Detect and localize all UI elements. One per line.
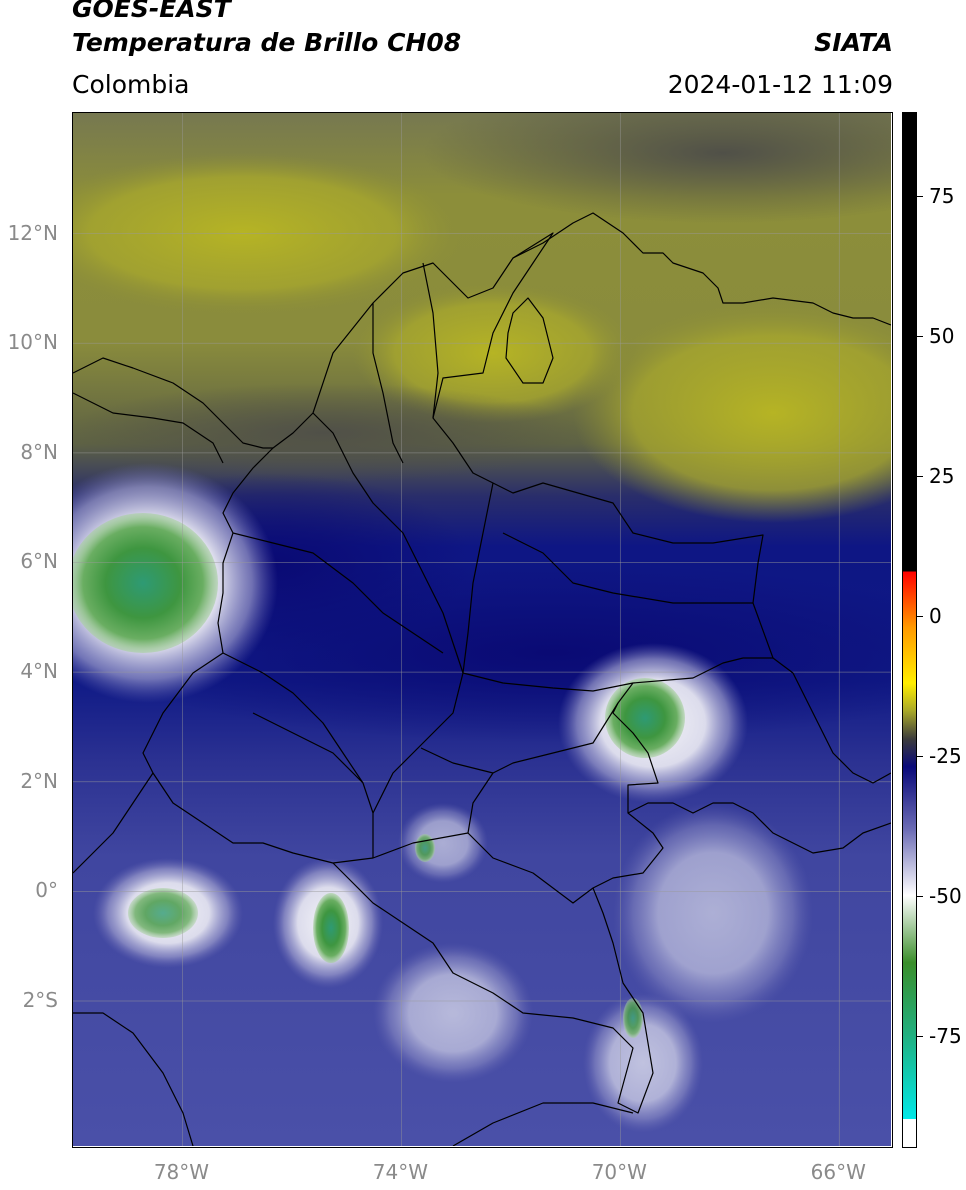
colorbar-tick-mark bbox=[917, 896, 923, 897]
satellite-name: GOES-EAST bbox=[72, 0, 231, 23]
venezuela-coast bbox=[512, 212, 891, 326]
map-gridlines bbox=[73, 113, 891, 1146]
colorbar-tick-label: -50 bbox=[929, 884, 962, 908]
lake-maracaibo bbox=[505, 297, 554, 384]
latitude-label: 8°N bbox=[20, 439, 58, 464]
colorbar-tick-label: -25 bbox=[929, 744, 962, 768]
ecuador-border bbox=[73, 772, 154, 874]
boundaries bbox=[73, 212, 891, 1146]
colorbar-tick-mark bbox=[917, 476, 923, 477]
far-south-cloud-core bbox=[623, 998, 643, 1038]
ecuador-peru-border bbox=[332, 862, 654, 1114]
longitude-label: 70°W bbox=[591, 1160, 647, 1184]
longitude-label: 78°W bbox=[153, 1160, 210, 1184]
internal-boundary-b bbox=[372, 303, 404, 464]
longitude-label: 74°W bbox=[372, 1160, 429, 1184]
internal-boundary-e bbox=[222, 652, 374, 858]
cold-cloud-regions bbox=[73, 463, 813, 1133]
south-cloud-halo bbox=[373, 943, 533, 1083]
gray-band-north bbox=[423, 113, 891, 223]
colorbar-tick-mark bbox=[917, 1036, 923, 1037]
internal-boundary-h bbox=[467, 702, 619, 834]
peru-south-border bbox=[452, 1102, 634, 1146]
colorbar-tick-label: 25 bbox=[929, 464, 955, 488]
colorbar-tick-mark bbox=[917, 756, 923, 757]
latitude-label: 0° bbox=[35, 878, 58, 903]
southeast-cloud-halo bbox=[613, 803, 813, 1023]
colorbar-tick-mark bbox=[917, 616, 923, 617]
brazil-border-east bbox=[627, 802, 891, 854]
colorbar-tick-label: -75 bbox=[929, 1024, 962, 1048]
panama-coast bbox=[73, 357, 273, 449]
internal-boundary-j bbox=[252, 712, 364, 784]
organization-label: SIATA bbox=[814, 28, 893, 57]
gray-band-mid bbox=[73, 383, 583, 483]
colorbar-tick-label: 0 bbox=[929, 604, 942, 628]
mid-cloud-halo bbox=[398, 803, 488, 883]
latitude-label: 10°N bbox=[7, 330, 58, 355]
internal-boundary-i bbox=[420, 747, 494, 774]
internal-boundary-a bbox=[312, 412, 464, 674]
venezuela-east-border bbox=[772, 657, 891, 784]
colorbar-tick-mark bbox=[917, 196, 923, 197]
longitude-label: 66°W bbox=[810, 1160, 866, 1184]
latitude-label: 2°N bbox=[20, 768, 58, 793]
product-title: Temperatura de Brillo CH08 bbox=[72, 28, 462, 57]
dry-region-northeast bbox=[573, 303, 891, 523]
region-label: Colombia bbox=[72, 70, 190, 99]
dry-region-north bbox=[73, 153, 463, 313]
latitude-label: 6°N bbox=[20, 549, 58, 574]
colorbar-tick-label: 75 bbox=[929, 184, 955, 208]
pacific-cloud-core bbox=[73, 513, 218, 653]
timestamp-label: 2024-01-12 11:09 bbox=[667, 70, 893, 99]
internal-boundary-k bbox=[502, 532, 753, 604]
colorbar-tick-label: 50 bbox=[929, 324, 955, 348]
colorbar bbox=[902, 112, 917, 1148]
latitude-label: 12°N bbox=[7, 220, 58, 245]
satellite-map[interactable] bbox=[72, 112, 893, 1148]
internal-boundary-d bbox=[232, 532, 444, 654]
latitude-label: 4°N bbox=[20, 659, 58, 684]
internal-boundary-c bbox=[422, 262, 439, 419]
colombia-border bbox=[142, 232, 774, 904]
colorbar-tick-mark bbox=[917, 336, 923, 337]
latitude-label: 2°S bbox=[22, 988, 58, 1012]
internal-boundary-g bbox=[462, 672, 634, 692]
southwest-cloud-core-b bbox=[313, 893, 349, 963]
east-cloud-core bbox=[605, 678, 685, 758]
peru-coast bbox=[73, 1012, 194, 1146]
panama-south-coast bbox=[73, 392, 224, 464]
mid-cloud-core bbox=[415, 834, 435, 862]
internal-boundary-f bbox=[372, 482, 494, 814]
southwest-cloud-core-a bbox=[128, 888, 198, 938]
